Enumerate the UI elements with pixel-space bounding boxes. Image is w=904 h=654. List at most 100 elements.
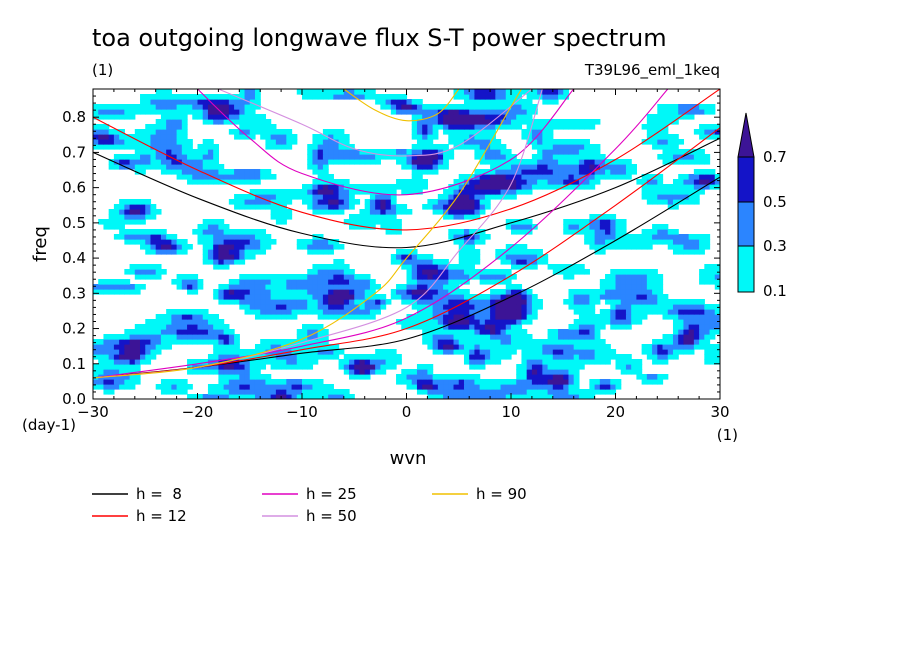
contour-cell <box>234 289 240 295</box>
contour-cell <box>286 199 293 205</box>
contour-cell <box>103 334 110 340</box>
contour-cell <box>270 239 277 245</box>
contour-cell <box>547 389 554 395</box>
contour-cell <box>244 99 251 105</box>
contour-cell <box>479 304 486 310</box>
contour-cell <box>119 109 125 115</box>
contour-cell <box>469 214 476 220</box>
contour-cell <box>239 289 246 295</box>
contour-cell <box>589 184 596 190</box>
contour-cell <box>171 384 178 390</box>
contour-cell <box>505 159 512 165</box>
contour-cell <box>547 264 554 270</box>
contour-cell <box>526 389 533 395</box>
contour-cell <box>484 384 491 390</box>
contour-cell <box>531 159 538 165</box>
contour-cell <box>134 379 141 385</box>
contour-cell <box>218 239 225 245</box>
contour-cell <box>662 104 669 110</box>
contour-cell <box>171 129 178 135</box>
contour-cell <box>338 279 345 285</box>
contour-cell <box>479 119 486 125</box>
contour-cell <box>693 314 700 320</box>
contour-cell <box>531 139 538 145</box>
contour-cell <box>578 309 585 315</box>
contour-cell <box>260 249 267 255</box>
contour-cell <box>343 264 350 270</box>
contour-cell <box>401 369 408 375</box>
contour-cell <box>432 339 439 345</box>
contour-cell <box>672 349 679 355</box>
contour-cell <box>448 134 455 140</box>
contour-cell <box>605 284 611 290</box>
contour-cell <box>479 294 486 300</box>
contour-cell <box>244 274 251 280</box>
contour-cell <box>505 109 512 115</box>
contour-cell <box>249 289 256 295</box>
dispersion-curve-h12-er_ig <box>93 89 720 231</box>
contour-cell <box>490 129 496 135</box>
contour-cell <box>531 369 538 375</box>
contour-cell <box>254 199 261 205</box>
contour-cell <box>704 309 711 315</box>
contour-cell <box>453 324 460 330</box>
contour-cell <box>390 354 397 360</box>
contour-cell <box>662 159 669 165</box>
contour-cell <box>505 124 512 130</box>
contour-cell <box>113 204 120 210</box>
contour-cell <box>239 349 246 355</box>
contour-cell <box>490 314 496 320</box>
contour-cell <box>568 124 575 130</box>
contour-cell <box>573 384 580 390</box>
contour-cell <box>223 374 230 380</box>
contour-cell <box>484 359 491 365</box>
contour-cell <box>636 314 643 320</box>
contour-cell <box>558 354 564 360</box>
contour-cell <box>584 269 590 275</box>
contour-cell <box>453 264 460 270</box>
contour-cell <box>197 359 204 365</box>
contour-cell <box>207 319 214 325</box>
contour-cell <box>338 364 345 370</box>
contour-cell <box>484 349 491 355</box>
contour-cell <box>411 384 418 390</box>
contour-cell <box>578 269 585 275</box>
contour-cell <box>364 294 371 300</box>
contour-cell <box>469 239 476 245</box>
contour-cell <box>469 244 476 250</box>
contour-cell <box>495 269 502 275</box>
contour-cell <box>495 394 502 399</box>
contour-cell <box>103 134 110 140</box>
contour-cell <box>573 169 580 175</box>
contour-cell <box>302 274 308 280</box>
contour-cell <box>145 204 152 210</box>
contour-cell <box>145 339 152 345</box>
contour-cell <box>479 134 486 140</box>
contour-cell <box>359 154 366 160</box>
contour-cell <box>317 389 324 395</box>
contour-cell <box>150 324 157 330</box>
contour-cell <box>427 134 434 140</box>
contour-cell <box>521 184 528 190</box>
contour-cell <box>244 119 251 125</box>
contour-cell <box>239 234 246 240</box>
contour-cell <box>625 369 632 375</box>
dispersion-curve-h25-kelvin <box>93 89 669 379</box>
contour-cell <box>490 309 496 315</box>
contour-cell <box>354 94 361 100</box>
contour-cell <box>437 289 444 295</box>
contour-cell <box>270 294 277 300</box>
contour-cell <box>437 194 444 200</box>
contour-cell <box>542 339 549 345</box>
contour-cell <box>511 154 517 160</box>
contour-cell <box>568 364 575 370</box>
contour-cell <box>265 139 272 145</box>
contour-cell <box>427 279 434 285</box>
contour-cell <box>484 99 491 105</box>
contour-cell <box>134 164 141 170</box>
contour-cell <box>129 159 136 165</box>
contour-cell <box>187 144 193 150</box>
contour-cell <box>688 319 695 325</box>
contour-cell <box>155 89 162 95</box>
contour-cell <box>558 184 564 190</box>
